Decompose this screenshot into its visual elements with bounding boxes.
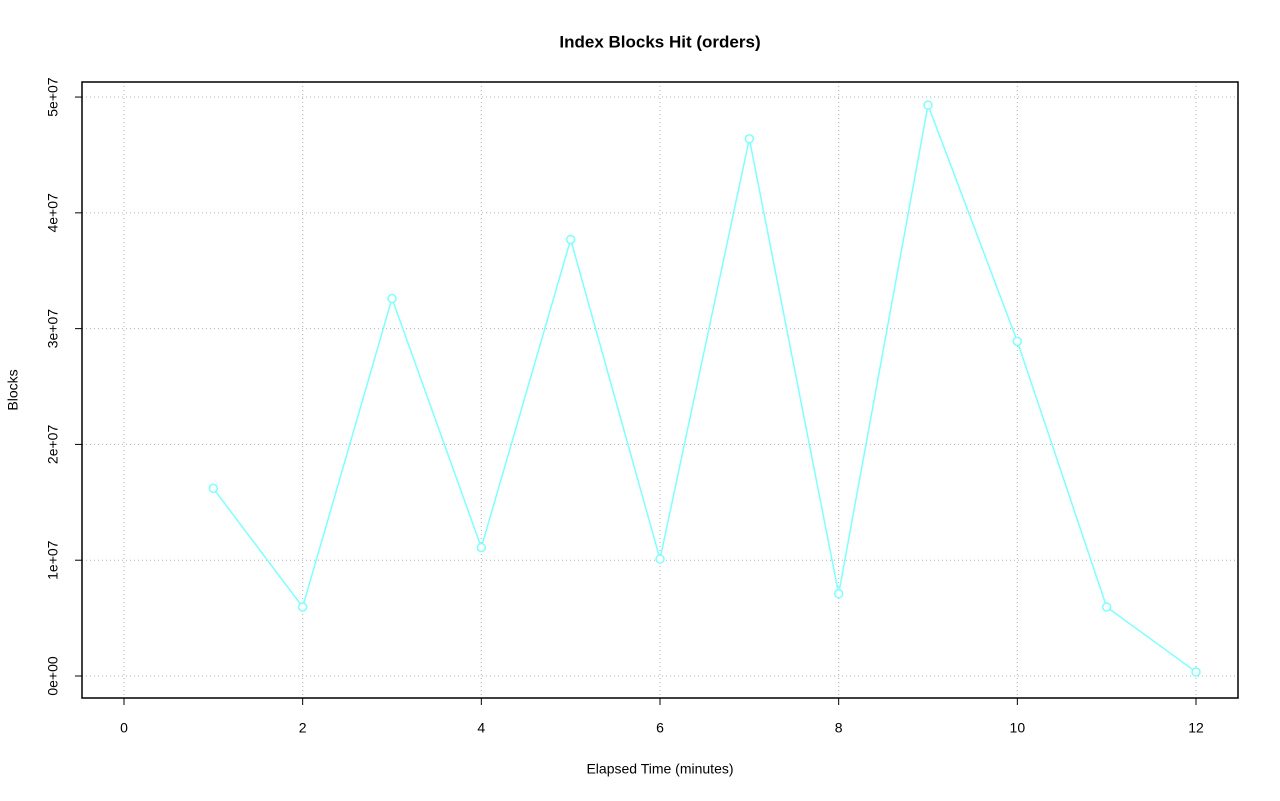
data-point (655, 554, 665, 564)
data-point (1012, 336, 1023, 347)
x-tick-label: 6 (656, 720, 664, 736)
data-point (208, 483, 219, 494)
y-tick-label: 3e+07 (45, 309, 61, 349)
data-point (1191, 667, 1201, 677)
x-tick-label: 8 (835, 720, 843, 736)
y-tick-label: 5e+07 (45, 77, 61, 117)
y-tick-label: 0e+00 (45, 656, 61, 696)
y-tick-label: 4e+07 (45, 193, 61, 233)
y-tick-label: 2e+07 (45, 425, 61, 465)
x-tick-label: 2 (299, 720, 307, 736)
data-point (744, 133, 755, 144)
data-point (565, 234, 576, 245)
data-point (476, 542, 487, 553)
x-tick-label: 10 (1010, 720, 1026, 736)
y-tick-label: 1e+07 (45, 540, 61, 580)
data-point (923, 100, 933, 110)
data-point (833, 589, 844, 599)
data-point (387, 293, 397, 304)
y-axis-label: Blocks (5, 369, 21, 410)
data-line (212, 102, 1197, 673)
plot-frame (81, 81, 1239, 699)
data-point (297, 602, 308, 612)
x-tick-label: 0 (120, 720, 128, 736)
x-tick-label: 4 (477, 720, 485, 736)
x-axis-label: Elapsed Time (minutes) (586, 761, 733, 777)
x-tick-label: 12 (1188, 720, 1204, 736)
data-point (1101, 602, 1112, 612)
chart-title: Index Blocks Hit (orders) (559, 32, 760, 51)
